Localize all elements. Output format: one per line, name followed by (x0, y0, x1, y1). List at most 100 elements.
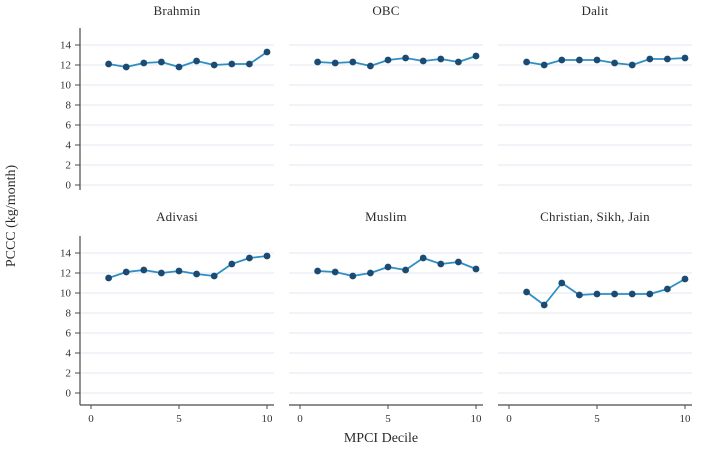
panel-dalit (498, 44, 692, 186)
y-tick-label: 14 (60, 40, 72, 52)
data-point (455, 258, 462, 266)
series-line (107, 51, 268, 68)
data-point (122, 268, 130, 276)
x-tick-label: 5 (385, 413, 391, 425)
y-tick-label: 0 (66, 388, 72, 400)
data-point (331, 268, 339, 276)
panel-obc (289, 44, 483, 186)
data-point (314, 267, 321, 275)
data-point (384, 263, 392, 271)
panel-title-adivasi: Adivasi (156, 209, 198, 224)
data-point (681, 54, 689, 62)
y-tick-label: 6 (66, 328, 72, 340)
data-point (349, 58, 357, 66)
data-point (628, 290, 636, 298)
data-point (105, 274, 112, 282)
y-tick-label: 6 (66, 120, 72, 132)
data-point (367, 62, 374, 70)
y-tick-label: 2 (66, 160, 72, 172)
data-point (367, 269, 374, 277)
y-tick-label: 2 (66, 368, 72, 380)
x-tick-label: 0 (88, 413, 94, 425)
panel-title-christian-sikh-jain: Christian, Sikh, Jain (540, 209, 650, 224)
series-line (107, 255, 268, 279)
data-point (681, 275, 689, 283)
x-tick-label: 0 (506, 413, 512, 425)
data-point (593, 56, 601, 64)
data-point (384, 56, 392, 64)
data-point (228, 260, 236, 268)
x-tick-label: 5 (176, 413, 182, 425)
x-tick-label: 0 (297, 413, 303, 425)
x-tick-label: 10 (471, 413, 483, 425)
y-tick-label: 12 (60, 60, 71, 72)
data-point (576, 291, 583, 299)
data-point (105, 60, 112, 68)
data-point (646, 290, 654, 298)
y-tick-label: 14 (60, 248, 72, 260)
panel-title-obc: OBC (372, 3, 400, 18)
data-point (437, 55, 445, 63)
data-point (472, 265, 480, 273)
data-point (158, 58, 165, 66)
data-point (611, 290, 618, 298)
y-tick-label: 10 (60, 80, 72, 92)
data-point (210, 272, 218, 280)
data-point (263, 252, 271, 260)
series-line (316, 55, 477, 67)
data-point (664, 55, 671, 63)
y-tick-label: 0 (66, 180, 72, 192)
panel-title-muslim: Muslim (365, 209, 407, 224)
data-point (246, 254, 253, 262)
y-tick-label: 12 (60, 268, 71, 280)
y-axis-title: PCCC (kg/month) (4, 164, 19, 268)
data-point (437, 260, 445, 268)
data-point (455, 58, 462, 66)
series-line (316, 257, 477, 277)
data-point (523, 288, 530, 296)
data-point (523, 58, 530, 66)
series-line (525, 57, 686, 66)
data-point (193, 270, 201, 278)
data-point (246, 60, 253, 68)
x-tick-label: 10 (680, 413, 692, 425)
data-point (122, 63, 130, 71)
x-tick-label: 10 (262, 413, 274, 425)
panel-title-dalit: Dalit (581, 3, 609, 18)
data-point (664, 285, 671, 293)
y-tick-label: 8 (66, 308, 72, 320)
y-tick-label: 4 (66, 140, 72, 152)
data-point (402, 54, 409, 62)
data-point (175, 63, 183, 71)
data-point (402, 266, 409, 274)
data-point (611, 59, 618, 67)
y-tick-label: 8 (66, 100, 72, 112)
data-point (419, 254, 427, 262)
data-point (593, 290, 601, 298)
data-point (158, 269, 165, 277)
panel-christian-sikh-jain: 0 5 10 (498, 252, 692, 425)
x-axis-title: MPCI Decile (343, 431, 419, 446)
y-tick-label: 10 (60, 288, 72, 300)
y-tick-label: 4 (66, 348, 72, 360)
data-point (175, 267, 183, 275)
series-line (525, 278, 686, 306)
data-point (540, 61, 548, 69)
data-point (576, 56, 583, 64)
data-point (314, 58, 321, 66)
x-tick-label: 5 (594, 413, 600, 425)
data-point (331, 59, 339, 67)
data-point (228, 60, 236, 68)
data-point (193, 57, 201, 65)
data-point (646, 55, 654, 63)
data-point (472, 52, 480, 60)
data-point (140, 266, 148, 274)
data-point (540, 301, 548, 309)
panel-muslim: 0 5 10 (289, 252, 483, 425)
data-point (140, 59, 148, 67)
data-point (419, 57, 427, 65)
data-point (558, 279, 566, 287)
data-point (558, 56, 566, 64)
